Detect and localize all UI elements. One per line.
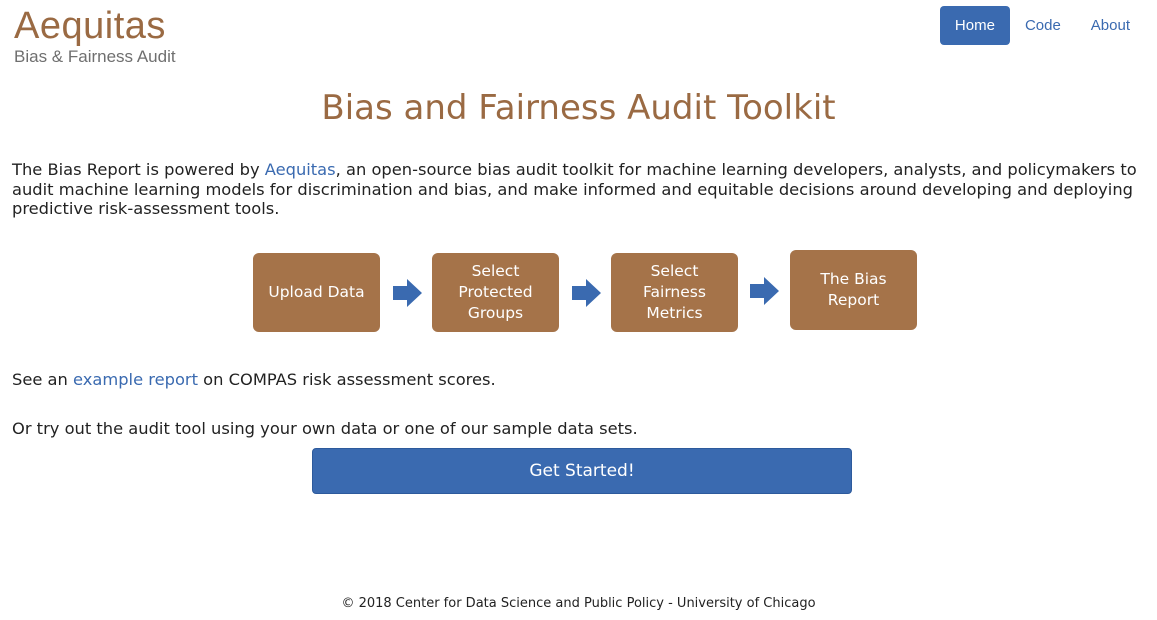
- nav-home[interactable]: Home: [939, 6, 1010, 45]
- get-started-button[interactable]: Get Started!: [312, 448, 852, 494]
- workflow-diagram: Upload Data Select Protected Groups Sele…: [253, 250, 923, 334]
- footer-copyright: © 2018 Center for Data Science and Publi…: [341, 596, 816, 611]
- intro-text-before: The Bias Report is powered by: [12, 160, 265, 179]
- nav-about[interactable]: About: [1090, 17, 1130, 34]
- arrow-right-icon: [393, 279, 422, 307]
- step-select-protected-groups: Select Protected Groups: [432, 253, 559, 332]
- nav-code[interactable]: Code: [1024, 17, 1061, 34]
- arrow-right-icon: [750, 277, 779, 305]
- arrow-right-icon: [572, 279, 601, 307]
- example-line: See an example report on COMPAS risk ass…: [12, 370, 496, 389]
- page-title: Bias and Fairness Audit Toolkit: [321, 88, 836, 128]
- step-select-fairness-metrics: Select Fairness Metrics: [611, 253, 738, 332]
- example-report-link[interactable]: example report: [73, 370, 198, 389]
- logo[interactable]: Aequitas Bias & Fairness Audit: [14, 4, 176, 67]
- aequitas-link[interactable]: Aequitas: [264, 160, 336, 179]
- step-the-bias-report: The Bias Report: [790, 250, 917, 330]
- top-nav: Home Code About: [939, 6, 1145, 45]
- example-text-after: on COMPAS risk assessment scores.: [198, 370, 496, 389]
- intro-paragraph: The Bias Report is powered by Aequitas, …: [12, 160, 1147, 219]
- try-text: Or try out the audit tool using your own…: [12, 419, 638, 438]
- logo-subtitle: Bias & Fairness Audit: [14, 47, 176, 66]
- intro-text-after: , an open-source bias audit toolkit for …: [12, 160, 1137, 218]
- logo-title: Aequitas: [14, 5, 166, 47]
- step-upload-data: Upload Data: [253, 253, 380, 332]
- example-text-before: See an: [12, 370, 74, 389]
